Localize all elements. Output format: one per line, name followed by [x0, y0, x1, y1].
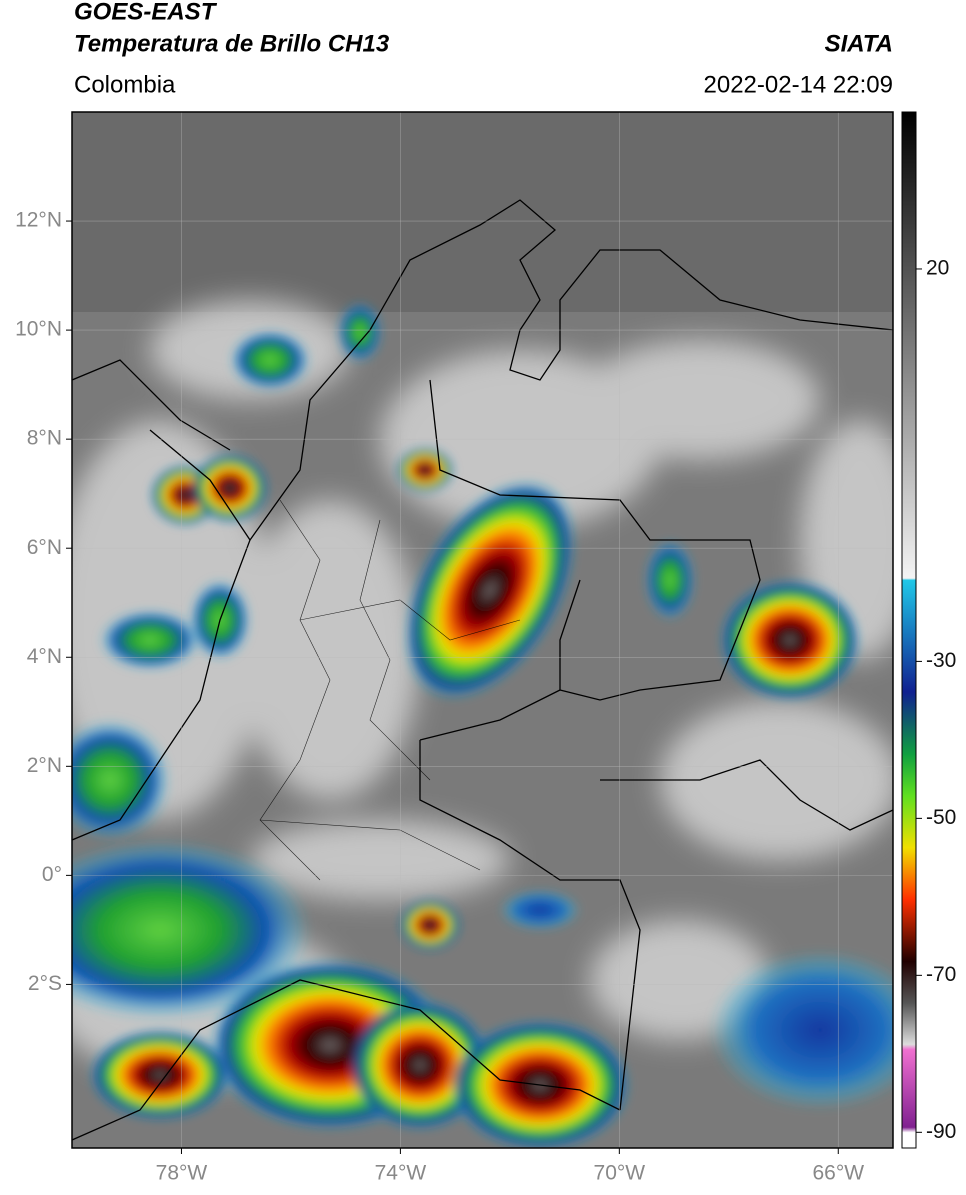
- colorbar-tick-label: 20: [926, 257, 949, 280]
- imagery: [72, 112, 893, 1148]
- y-tick-label: 6°N: [27, 536, 62, 559]
- y-tick-label: 4°N: [27, 645, 62, 668]
- x-tick-label: 74°W: [375, 1162, 427, 1185]
- y-tick-label: 8°N: [27, 427, 62, 450]
- colorbar-tick-label: -90: [926, 1120, 956, 1143]
- y-tick-label: 2°S: [28, 972, 62, 995]
- y-tick-label: 2°N: [27, 754, 62, 777]
- colorbar-tick-label: -30: [926, 649, 956, 672]
- subtitle: Temperatura de Brillo CH13: [74, 30, 390, 57]
- source: SIATA: [825, 30, 893, 57]
- axes: 78°W 74°W 70°W 66°W 12°N 10°N 8°N 6°N 4°N 2°N 0° 2°…: [15, 112, 956, 1185]
- y-tick-label: 0°: [42, 863, 62, 886]
- datetime: 2022-02-14 22:09: [704, 71, 894, 98]
- x-tick-label: 70°W: [594, 1162, 646, 1185]
- x-tick-label: 78°W: [156, 1162, 208, 1185]
- colorbar: [901, 111, 917, 1149]
- map-frame: [71, 111, 894, 1149]
- region: Colombia: [74, 71, 176, 98]
- x-tick-label: 66°W: [812, 1162, 864, 1185]
- y-tick-label: 10°N: [15, 318, 62, 341]
- colorbar-tick-label: -70: [926, 963, 956, 986]
- title: GOES-EAST: [74, 0, 218, 25]
- y-tick-label: 12°N: [15, 209, 62, 232]
- colorbar-tick-label: -50: [926, 806, 956, 829]
